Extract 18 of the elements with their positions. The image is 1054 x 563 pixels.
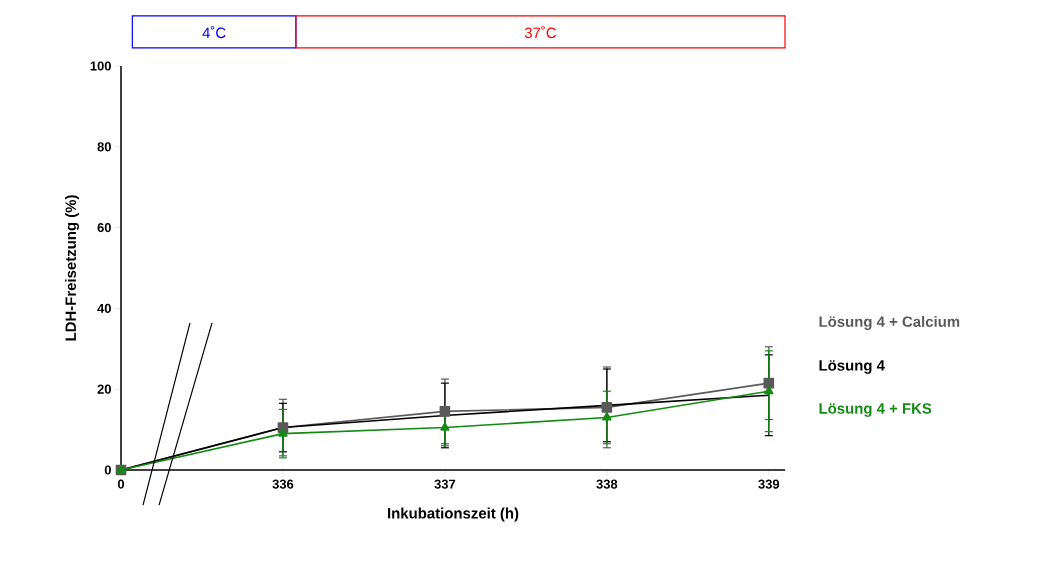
text: 37˚C [524, 25, 557, 39]
text: 4˚C [202, 25, 226, 39]
x-tick-label: 339 [758, 479, 780, 489]
x-tick-label: 0 [117, 479, 125, 489]
y-tick-label: 100 [90, 61, 111, 71]
y-tick-label: 20 [97, 384, 111, 394]
text: Lösung 4 [819, 360, 885, 374]
x-axis-title: Inkubationszeit (h) [388, 507, 519, 522]
x-tick-label: 337 [434, 479, 456, 489]
y-axis-title: LDH-Freisetzung (%) [65, 195, 80, 341]
y-tick-label: 80 [97, 142, 111, 152]
x-tick-label: 338 [596, 479, 618, 489]
x-tick-label: 336 [272, 479, 294, 489]
text: Lösung 4 + Calcium [819, 316, 960, 330]
y-tick-label: 60 [97, 223, 111, 233]
y-tick-label: 40 [97, 303, 111, 313]
y-tick-label: 0 [104, 465, 111, 475]
text: Lösung 4 + FKS [819, 403, 932, 417]
